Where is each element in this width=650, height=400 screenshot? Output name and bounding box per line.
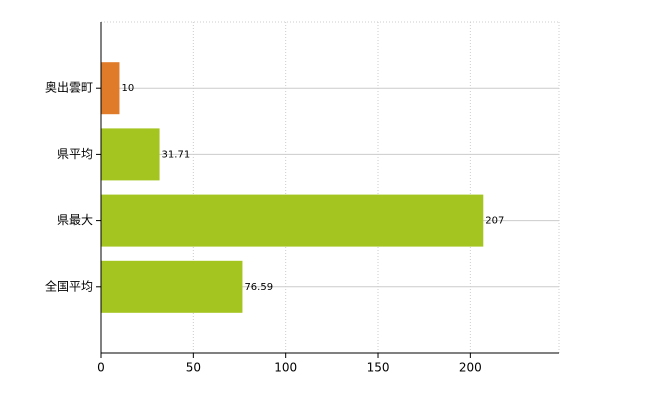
bar (101, 260, 243, 313)
bar (101, 128, 160, 181)
y-tick-label: 奥出雲町 (45, 81, 93, 95)
bar (101, 194, 484, 247)
y-tick-label: 全国平均 (45, 278, 93, 293)
x-tick-label: 150 (367, 361, 390, 375)
value-label: 76.59 (244, 282, 273, 293)
bar (101, 62, 120, 115)
value-label: 10 (121, 83, 134, 94)
x-tick-label: 100 (274, 361, 297, 375)
x-tick-label: 0 (97, 361, 105, 375)
value-label: 31.71 (162, 149, 191, 160)
x-tick-label: 200 (459, 361, 482, 375)
y-tick-label: 県平均 (57, 147, 93, 161)
x-tick-label: 50 (186, 361, 201, 375)
value-label: 207 (485, 216, 504, 227)
y-tick-label: 県最大 (57, 213, 93, 227)
